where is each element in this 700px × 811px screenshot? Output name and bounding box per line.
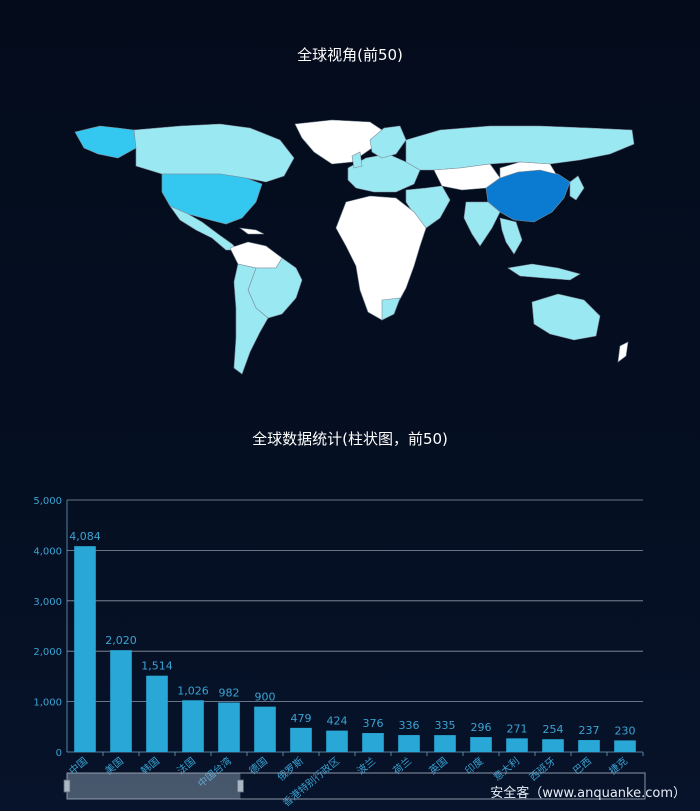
bar[interactable] xyxy=(398,735,420,752)
bar[interactable] xyxy=(542,739,564,752)
y-tick-label: 3,000 xyxy=(33,597,62,608)
bar-chart: 0 1,000 2,000 3,000 4,000 5,000 4,084 2,020 1,5… xyxy=(33,496,646,809)
data-label: 335 xyxy=(435,719,456,732)
data-label: 424 xyxy=(327,715,348,728)
zoom-selected-range xyxy=(67,773,241,799)
bar[interactable] xyxy=(470,737,492,752)
map-region-southern-cone xyxy=(233,263,269,375)
bar[interactable] xyxy=(362,733,384,752)
x-tick-label: 西班牙 xyxy=(527,755,558,783)
y-tick-label: 2,000 xyxy=(33,647,62,658)
bar[interactable] xyxy=(434,735,456,752)
map-title: 全球视角(前50) xyxy=(297,46,403,64)
bar[interactable] xyxy=(578,740,600,752)
bar[interactable] xyxy=(182,700,204,752)
map-region-alaska xyxy=(74,125,137,159)
data-label: 336 xyxy=(399,719,420,732)
y-tick-label: 0 xyxy=(56,748,62,759)
bar-chart-title: 全球数据统计(柱状图，前50) xyxy=(252,430,448,448)
map-region-africa xyxy=(335,195,427,321)
bars xyxy=(74,546,636,752)
data-label: 4,084 xyxy=(69,530,101,543)
x-tick-label: 印度 xyxy=(462,754,486,777)
bar[interactable] xyxy=(506,738,528,752)
map-region-russia xyxy=(405,125,635,171)
y-tick-label: 4,000 xyxy=(33,546,62,557)
data-label: 296 xyxy=(471,721,492,734)
x-tick-label: 波兰 xyxy=(354,754,378,777)
zoom-handle-start[interactable] xyxy=(63,779,71,793)
x-tick-label: 巴西 xyxy=(571,755,594,777)
map-region-caribbean xyxy=(238,227,265,235)
data-label: 376 xyxy=(363,717,384,730)
map-region-scandinavia xyxy=(369,125,407,159)
bar[interactable] xyxy=(74,546,96,752)
data-label: 2,020 xyxy=(105,634,137,647)
x-tick-label: 英国 xyxy=(426,754,450,777)
watermark: 安全客（www.anquanke.com） xyxy=(490,786,686,801)
data-label: 1,026 xyxy=(177,684,209,697)
map-region-south-africa xyxy=(381,297,401,321)
x-tick-label: 捷克 xyxy=(606,754,630,777)
map-region-japan xyxy=(569,175,585,201)
data-label: 230 xyxy=(615,724,636,737)
map-region-southeast-asia xyxy=(499,217,523,255)
y-tick-label: 5,000 xyxy=(33,496,62,507)
data-label: 254 xyxy=(543,723,564,736)
bar[interactable] xyxy=(290,727,312,752)
value-labels: 4,084 2,020 1,514 1,026 982 900 479 424 376 336 33… xyxy=(69,530,635,737)
world-map[interactable] xyxy=(70,118,640,383)
map-region-indonesia xyxy=(507,263,581,281)
data-label: 271 xyxy=(507,722,528,735)
map-region-usa xyxy=(161,173,263,225)
bar[interactable] xyxy=(110,650,132,752)
x-tick-label: 意大利 xyxy=(491,754,522,783)
map-region-canada xyxy=(133,123,295,183)
map-region-uk xyxy=(351,151,363,169)
x-tick-label: 俄罗斯 xyxy=(275,754,306,783)
bar[interactable] xyxy=(254,706,276,752)
data-label: 479 xyxy=(291,712,312,725)
map-region-new-zealand xyxy=(617,341,629,363)
map-region-greenland xyxy=(294,119,386,165)
zoom-handle-end[interactable] xyxy=(236,779,244,793)
bar[interactable] xyxy=(146,675,168,752)
data-label: 237 xyxy=(579,724,600,737)
bar[interactable] xyxy=(218,702,240,752)
map-region-india xyxy=(463,201,501,247)
bar[interactable] xyxy=(326,730,348,752)
x-tick-label: 香港特别行政区 xyxy=(280,754,342,809)
x-tick-label: 荷兰 xyxy=(390,754,414,777)
data-zoom-slider[interactable] xyxy=(63,772,646,800)
map-region-mongolia xyxy=(499,161,557,179)
bar[interactable] xyxy=(614,740,636,752)
data-label: 1,514 xyxy=(141,660,173,673)
y-tick-label: 1,000 xyxy=(33,698,62,709)
map-region-australia xyxy=(531,293,601,341)
data-label: 900 xyxy=(255,691,276,704)
x-tick-label: 德国 xyxy=(246,754,270,777)
data-label: 982 xyxy=(219,687,240,700)
y-axis-ticks: 0 1,000 2,000 3,000 4,000 5,000 xyxy=(33,496,62,759)
